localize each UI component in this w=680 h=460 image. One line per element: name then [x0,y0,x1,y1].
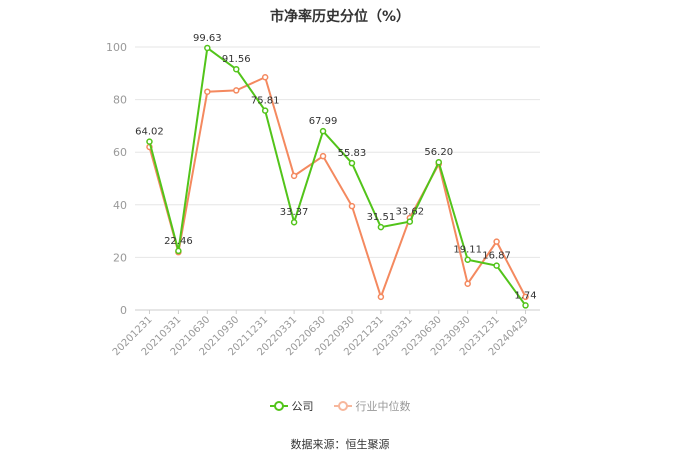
data-point [175,247,182,255]
data-point [204,44,211,52]
y-tick-label: 80 [113,94,127,107]
data-label: 1.74 [514,290,536,301]
y-tick-label: 100 [106,41,127,54]
data-point [377,223,385,231]
data-point [435,158,442,166]
data-point [290,172,298,180]
y-tick-label: 20 [113,251,127,264]
data-label: 33.62 [396,207,425,218]
data-point [233,87,240,94]
data-label: 64.02 [135,127,164,138]
data-point [290,218,298,226]
data-label: 31.51 [367,212,396,223]
data-point [464,256,471,263]
data-label: 67.99 [309,116,338,127]
data-point [493,238,500,245]
data-point [348,202,356,210]
data-source: 数据来源：恒生聚源 [290,438,390,451]
legend-item-industry-median[interactable]: 行业中位数 [333,398,411,414]
data-label: 56.20 [424,147,453,158]
legend-company-icon [269,401,288,411]
data-point [493,262,500,269]
data-label: 16.87 [482,251,511,262]
data-point [319,152,327,160]
data-label: 75.81 [251,96,280,107]
legend-industry-icon [333,401,352,411]
legend-company-label: 公司 [291,400,314,413]
data-label: 99.63 [193,33,222,44]
y-tick-label: 0 [120,304,127,317]
y-tick-label: 40 [113,199,127,212]
data-label: 19.11 [453,245,482,256]
chart-title: 市净率历史分位（%） [269,9,411,25]
series-line-0 [148,46,527,307]
legend-industry-label: 行业中位数 [355,400,411,413]
data-label: 33.37 [280,207,309,218]
data-point [233,65,240,73]
data-point [319,127,327,135]
data-point [348,159,356,167]
legend-item-company[interactable]: 公司 [269,398,314,414]
data-point [261,107,269,114]
y-tick-label: 60 [113,146,127,159]
data-label: 22.46 [164,236,193,247]
data-point [522,302,529,309]
data-point [146,138,153,145]
data-point [522,293,529,301]
chart-legend: 公司 行业中位数 [0,398,680,414]
data-point [261,73,269,81]
data-label: 55.83 [338,148,367,159]
data-point [406,218,414,225]
data-point [377,293,385,301]
data-label: 91.56 [222,54,251,65]
data-point [464,280,471,287]
data-point [204,88,211,95]
pb-percentile-line-chart: 0204060801002020123120210331202106302021… [106,33,540,358]
series-line-1 [148,75,527,300]
